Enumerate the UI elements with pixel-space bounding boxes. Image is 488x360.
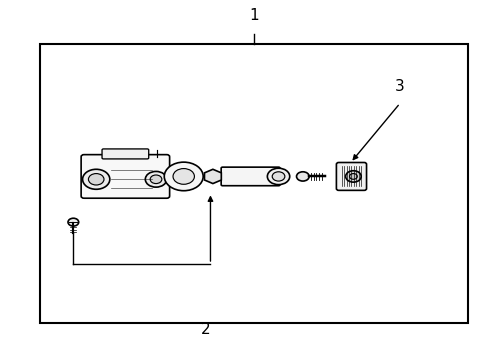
Circle shape [82,169,110,189]
FancyBboxPatch shape [221,167,280,186]
Circle shape [349,174,357,179]
Circle shape [150,175,162,184]
Circle shape [164,162,203,191]
Bar [40,44,467,323]
Polygon shape [204,169,221,184]
FancyBboxPatch shape [336,162,366,190]
Circle shape [88,174,104,185]
Text: 1: 1 [249,8,259,23]
Circle shape [296,172,308,181]
FancyBboxPatch shape [81,155,169,198]
Circle shape [267,168,289,185]
Circle shape [272,172,285,181]
Circle shape [345,171,361,182]
Circle shape [145,171,166,187]
Circle shape [173,168,194,184]
Text: 3: 3 [394,79,404,94]
Circle shape [68,218,79,226]
FancyBboxPatch shape [102,149,148,159]
Text: 2: 2 [201,322,210,337]
